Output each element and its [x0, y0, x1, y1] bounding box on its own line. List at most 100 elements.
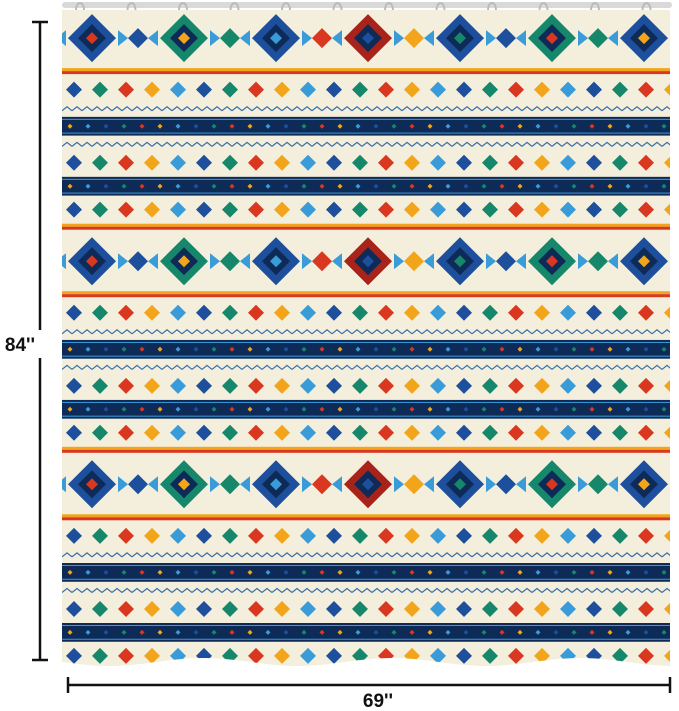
small-diamond	[664, 600, 670, 617]
small-diamond	[66, 81, 82, 98]
band-dot	[517, 183, 523, 189]
zigzag	[161, 105, 173, 112]
band-dot	[661, 183, 667, 189]
band-edge	[62, 178, 670, 180]
zigzag	[341, 552, 353, 558]
zigzag	[311, 364, 323, 370]
zigzag	[62, 105, 73, 112]
zigzag	[591, 552, 603, 558]
zigzag	[71, 552, 83, 558]
small-diamond	[508, 647, 524, 664]
small-motif	[312, 251, 332, 272]
shower-curtain	[62, 10, 670, 666]
small-diamond	[352, 154, 368, 171]
band-dot	[625, 629, 631, 635]
stripe	[62, 71, 670, 75]
zigzag	[141, 364, 153, 370]
zigzag	[531, 141, 543, 147]
zigzag	[411, 141, 423, 147]
zigzag	[281, 552, 293, 558]
band-dot	[211, 569, 217, 575]
stripe	[62, 68, 670, 72]
zigzag	[81, 141, 93, 147]
zigzag	[531, 105, 543, 112]
arrow-motif	[486, 476, 496, 493]
zigzag	[231, 587, 243, 593]
zigzag	[321, 587, 333, 593]
zigzag	[411, 105, 423, 112]
small-diamond	[274, 201, 290, 218]
zigzag	[491, 552, 503, 558]
zigzag	[511, 105, 523, 112]
zigzag	[411, 587, 423, 593]
zigzag	[561, 329, 573, 335]
zigzag	[301, 329, 313, 335]
band-dot	[607, 183, 613, 189]
zigzag	[401, 141, 413, 147]
small-diamond	[638, 304, 654, 321]
zigzag	[261, 105, 273, 112]
band-dot	[553, 569, 559, 575]
diamond-center	[86, 478, 98, 491]
zigzag	[171, 329, 183, 335]
arrow-motif	[240, 253, 250, 270]
band-dot	[265, 629, 271, 635]
zigzag	[571, 587, 583, 593]
zigzag	[101, 552, 113, 558]
zigzag	[141, 329, 153, 335]
zigzag	[431, 329, 443, 335]
zigzag	[551, 364, 563, 370]
band-dot	[139, 569, 145, 575]
zigzag	[301, 141, 313, 147]
small-diamond	[534, 304, 550, 321]
zigzag	[291, 105, 303, 112]
zigzag	[501, 552, 513, 558]
small-diamond	[404, 527, 420, 544]
band-dot	[409, 406, 415, 412]
small-diamond	[326, 424, 342, 441]
zigzag	[331, 587, 343, 593]
small-motif	[312, 474, 332, 495]
zigzag	[441, 587, 453, 593]
zigzag	[281, 141, 293, 147]
band-dot	[121, 183, 127, 189]
band-dot	[391, 183, 397, 189]
zigzag	[661, 587, 670, 593]
small-diamond	[144, 377, 160, 394]
band-dot	[463, 123, 469, 129]
zigzag	[491, 105, 503, 112]
small-diamond	[118, 527, 134, 544]
band-dot	[157, 123, 163, 129]
zigzag	[631, 141, 643, 147]
zigzag	[201, 552, 213, 558]
zigzag	[341, 329, 353, 335]
arrow-motif	[210, 476, 220, 493]
band-dot	[625, 346, 631, 352]
small-motif	[588, 474, 608, 495]
zigzag	[141, 552, 153, 558]
zigzag	[311, 105, 323, 112]
width-dimension: 69''	[66, 677, 672, 711]
band-dot	[265, 346, 271, 352]
small-diamond	[118, 154, 134, 171]
small-diamond	[378, 600, 394, 617]
band-dot	[661, 629, 667, 635]
zigzag	[371, 552, 383, 558]
zigzag	[641, 587, 653, 593]
height-dimension: 84''	[0, 20, 48, 662]
zigzag	[581, 141, 593, 147]
small-motif	[496, 251, 516, 272]
zigzag	[461, 552, 473, 558]
band-dot	[337, 629, 343, 635]
navy-band	[62, 176, 670, 196]
band-dot	[139, 406, 145, 412]
zigzag	[91, 364, 103, 370]
band-dot	[337, 123, 343, 129]
diamond-center	[362, 478, 374, 491]
arrow-motif	[62, 253, 66, 270]
band-edge	[62, 565, 670, 567]
zigzag	[231, 105, 243, 112]
small-diamond	[430, 201, 446, 218]
small-diamond	[300, 647, 316, 664]
zigzag	[111, 364, 123, 370]
